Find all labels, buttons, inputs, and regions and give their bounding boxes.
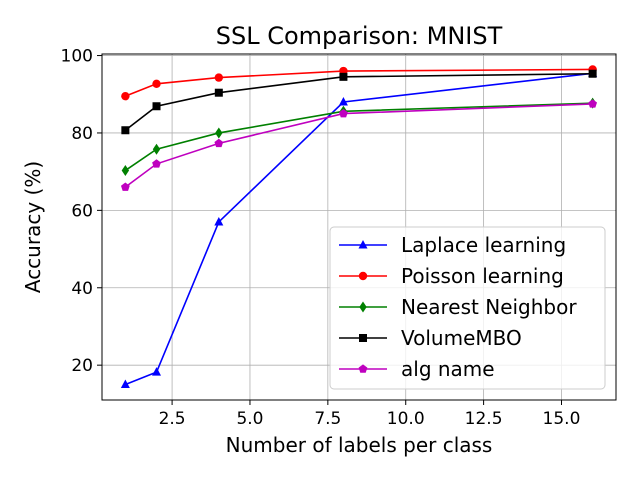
data-point bbox=[214, 88, 223, 97]
data-point bbox=[152, 367, 162, 376]
x-axis-label: Number of labels per class bbox=[226, 433, 493, 457]
x-tick-label: 7.5 bbox=[314, 409, 341, 429]
legend-label: Laplace learning bbox=[401, 233, 566, 257]
legend-item: Poisson learning bbox=[339, 264, 564, 288]
legend-item: Nearest Neighbor bbox=[339, 295, 577, 319]
legend-label: Nearest Neighbor bbox=[401, 295, 577, 319]
data-point bbox=[152, 102, 161, 111]
y-axis-label: Accuracy (%) bbox=[21, 161, 45, 293]
y-tick-label: 100 bbox=[61, 47, 93, 67]
legend-marker bbox=[358, 271, 368, 281]
data-point bbox=[152, 143, 161, 155]
legend-item: Laplace learning bbox=[339, 233, 566, 257]
legend: Laplace learning Poisson learning Nearest … bbox=[329, 226, 606, 390]
legend-box bbox=[329, 226, 606, 390]
data-point bbox=[120, 182, 130, 191]
legend-label: alg name bbox=[401, 357, 495, 381]
data-point bbox=[339, 72, 348, 81]
y-tick-label: 20 bbox=[71, 356, 93, 376]
data-point bbox=[120, 379, 130, 389]
legend-marker bbox=[359, 301, 367, 313]
data-point bbox=[214, 216, 224, 226]
data-point bbox=[152, 159, 161, 168]
data-point bbox=[338, 96, 348, 106]
x-tick-label: 2.5 bbox=[159, 409, 186, 429]
legend-item: VolumeMBO bbox=[339, 326, 522, 350]
legend-marker bbox=[358, 364, 368, 373]
data-point bbox=[214, 138, 224, 148]
y-tick-label: 80 bbox=[71, 124, 93, 144]
x-tick-label: 12.5 bbox=[465, 409, 503, 429]
x-tick-label: 5.0 bbox=[236, 409, 263, 429]
data-point bbox=[588, 69, 597, 78]
grid bbox=[102, 54, 616, 400]
axis-ticks: 2.5 5.0 7.5 10.0 12.5 15.0 20 40 60 80 100 bbox=[61, 47, 581, 429]
data-point bbox=[214, 73, 224, 82]
legend-label: Poisson learning bbox=[401, 264, 564, 288]
data-point bbox=[121, 91, 130, 101]
data-point bbox=[215, 127, 223, 139]
legend-label: VolumeMBO bbox=[401, 326, 522, 350]
data-point bbox=[339, 109, 348, 118]
series-1 bbox=[120, 68, 598, 389]
data-point bbox=[121, 164, 130, 176]
legend-marker bbox=[359, 334, 367, 342]
x-tick-label: 10.0 bbox=[387, 409, 425, 429]
series-4 bbox=[121, 69, 597, 135]
y-tick-label: 60 bbox=[71, 201, 93, 221]
series-5 bbox=[120, 99, 598, 191]
data-point bbox=[152, 79, 161, 89]
y-tick-label: 40 bbox=[71, 279, 93, 299]
plot-frame bbox=[101, 53, 617, 401]
data-point bbox=[121, 126, 130, 135]
chart-title: SSL Comparison: MNIST bbox=[216, 22, 503, 50]
x-tick-label: 15.0 bbox=[543, 409, 581, 429]
data-point bbox=[588, 99, 598, 108]
plot-series bbox=[120, 65, 598, 389]
legend-item: alg name bbox=[339, 357, 495, 381]
legend-marker bbox=[358, 240, 368, 249]
